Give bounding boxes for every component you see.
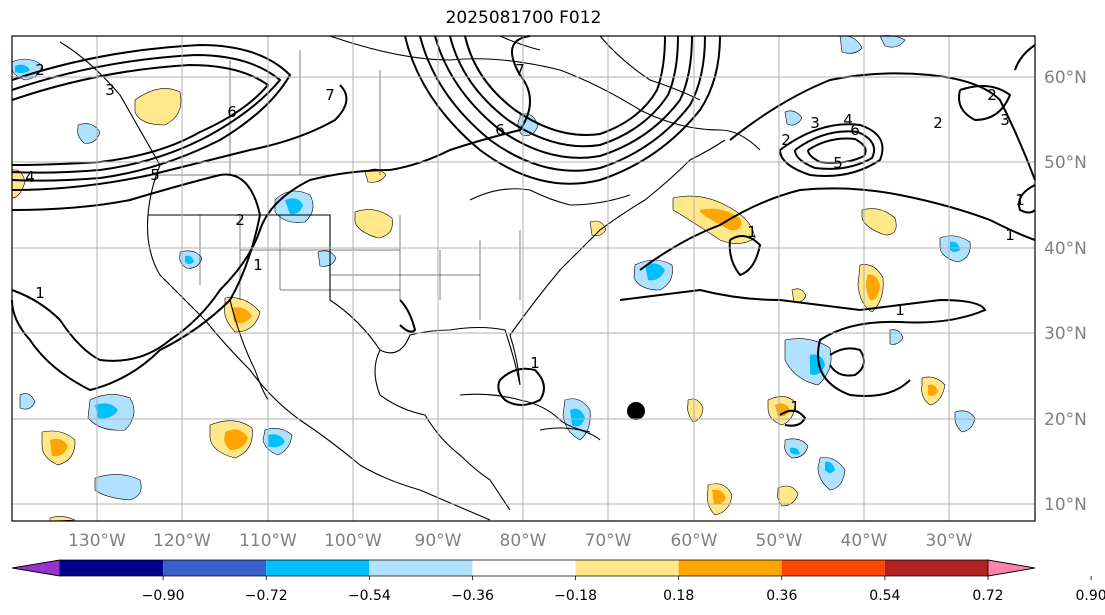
colorbar-tick-label: −0.18 [554, 588, 597, 604]
contour-label: 2 [235, 211, 245, 229]
contour-label: 1 [1015, 191, 1025, 209]
colorbar-segment [884, 560, 988, 576]
colorbar-labels: −0.90 −0.72 −0.54 −0.36 −0.18 0.18 0.36 0.54 0.7… [142, 576, 1105, 604]
colorbar-outline [11, 559, 1036, 577]
colorbar-tick-label: −0.90 [142, 588, 185, 604]
colorbar-tick-label: 0.36 [766, 588, 797, 604]
map-title: 2025081700 F012 [445, 8, 602, 28]
map-frame [11, 35, 1036, 522]
colorbar-segment [781, 560, 885, 576]
contour-label: 5 [150, 166, 160, 184]
storm-marker [627, 402, 645, 420]
contour-label: 7 [515, 61, 525, 79]
contour-label: 1 [35, 284, 45, 302]
longitude-label: 120°W [153, 531, 211, 551]
latitude-label: 60°N [1044, 68, 1087, 88]
colorbar-segment [678, 560, 782, 576]
longitude-label: 40°W [841, 531, 888, 551]
longitude-labels: 130°W 120°W 110°W 100°W 90°W 80°W 70°W 60°W 50°W… [68, 531, 973, 551]
colorbar-tick-label: −0.72 [245, 588, 288, 604]
contour-label: 2 [35, 61, 45, 79]
colorbar-tick-label: 0.72 [972, 588, 1003, 604]
colorbar-high-extend [987, 559, 1036, 577]
contour-label: 6 [495, 121, 505, 139]
colorbar-tick-label: 0.18 [663, 588, 694, 604]
contour-label: 1 [747, 223, 757, 241]
contour-label: 4 [25, 168, 35, 186]
colorbar-low-extend [11, 559, 61, 577]
latitude-label: 30°N [1044, 324, 1087, 344]
contour-label: 3 [105, 81, 115, 99]
contour-label: 1 [530, 354, 540, 372]
contour-label: 1 [1005, 226, 1015, 244]
longitude-label: 90°W [415, 531, 462, 551]
colorbar-tick-label: −0.36 [451, 588, 494, 604]
longitude-label: 70°W [585, 531, 632, 551]
longitude-label: 130°W [68, 531, 126, 551]
latitude-label: 50°N [1044, 153, 1087, 173]
contour-label: 2 [987, 86, 997, 104]
colorbar [11, 559, 1036, 577]
contour-label: 5 [833, 154, 843, 172]
latitude-label: 20°N [1044, 410, 1087, 430]
contour-label: 6 [227, 103, 237, 121]
colorbar-tick-label: 0.54 [869, 588, 900, 604]
colorbar-tick-label: −0.54 [348, 588, 391, 604]
latitude-labels: 60°N 50°N 40°N 30°N 20°N 10°N [1044, 68, 1087, 515]
coastlines [59, 35, 761, 521]
latitude-label: 40°N [1044, 239, 1087, 259]
contour-label: 2 [781, 131, 791, 149]
colorbar-segment [60, 560, 164, 576]
colorbar-segment [266, 560, 370, 576]
longitude-label: 50°W [756, 531, 803, 551]
longitude-label: 30°W [926, 531, 973, 551]
longitude-label: 110°W [239, 531, 297, 551]
longitude-label: 60°W [671, 531, 718, 551]
colorbar-segment [369, 560, 473, 576]
negative-anomaly-cores [15, 64, 960, 473]
contour-label: 6 [850, 121, 860, 139]
colorbar-segment [575, 560, 679, 576]
colorbar-segment [472, 560, 576, 576]
contour-label: 3 [810, 114, 820, 132]
contour-label: 7 [325, 86, 335, 104]
contour-label: 3 [1000, 111, 1010, 129]
contour-label: 2 [933, 114, 943, 132]
longitude-label: 100°W [324, 531, 382, 551]
contour-label: 4 [843, 111, 853, 129]
graticule [12, 36, 1035, 521]
contour-label: 1 [253, 256, 263, 274]
contour-label: 1 [790, 398, 800, 416]
colorbar-tick-label: 0.90 [1076, 588, 1105, 604]
latitude-label: 10°N [1044, 495, 1087, 515]
longitude-label: 80°W [500, 531, 547, 551]
positive-anomaly-cores [50, 208, 938, 505]
contour-label: 1 [895, 301, 905, 319]
colorbar-segment [163, 560, 267, 576]
